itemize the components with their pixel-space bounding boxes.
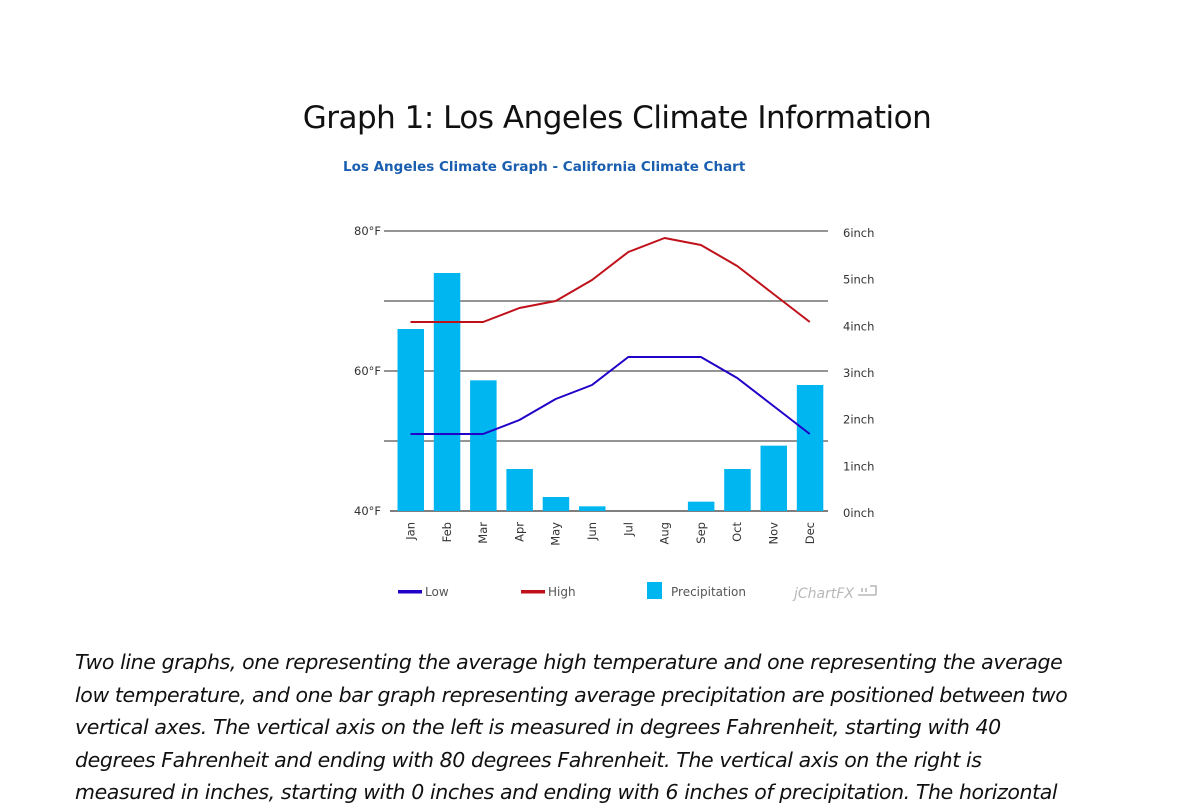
month-label: May	[549, 522, 563, 546]
x-axis: Jan Feb Mar Apr May Jun Jul Aug Sep Oct Nov Dec	[404, 522, 817, 546]
right-axis-tick-label: 6inch	[843, 226, 874, 240]
jchartfx-logo-text: jChartFX	[792, 586, 854, 602]
left-axis: 40°F 60°F 80°F	[354, 224, 381, 518]
legend-label: Precipitation	[671, 585, 746, 599]
precipitation-bar	[506, 469, 533, 511]
temperature-lines	[410, 237, 811, 435]
description-line: measured in inches, starting with 0 inch…	[75, 780, 1058, 804]
month-label: Sep	[694, 522, 708, 544]
jchartfx-logo-icon	[858, 585, 877, 596]
month-label: Feb	[440, 522, 454, 542]
chart-title: Los Angeles Climate Graph - California C…	[343, 159, 746, 175]
description-line: degrees Fahrenheit and ending with 80 de…	[75, 747, 982, 772]
right-axis-tick-label: 0inch	[843, 506, 874, 520]
precipitation-bar	[470, 380, 497, 511]
document-heading: Graph 1: Los Angeles Climate Information	[302, 100, 932, 136]
month-label: Jun	[585, 522, 599, 541]
legend-swatch-high	[521, 590, 545, 594]
legend-label: Low	[425, 585, 449, 599]
legend-swatch-precipitation	[647, 582, 662, 599]
month-label: Jul	[621, 522, 635, 537]
month-label: Apr	[512, 522, 526, 542]
left-axis-tick-label: 60°F	[354, 364, 381, 378]
precipitation-bar	[397, 329, 424, 511]
legend: Low High Precipitation	[398, 582, 746, 599]
low-temperature-line	[410, 356, 811, 435]
precipitation-bars	[397, 273, 824, 511]
precipitation-bar	[687, 501, 715, 511]
month-label: Oct	[730, 522, 744, 542]
precipitation-bar	[542, 497, 570, 511]
right-axis-tick-label: 5inch	[843, 273, 874, 287]
month-label: Aug	[658, 522, 672, 544]
description-line: low temperature, and one bar graph repre…	[75, 682, 1068, 707]
jchartfx-watermark: jChartFX	[792, 585, 877, 602]
left-axis-tick-label: 80°F	[354, 224, 381, 238]
high-temperature-line	[410, 237, 811, 323]
description-line: vertical axes. The vertical axis on the …	[75, 715, 1001, 739]
legend-swatch-low	[398, 590, 422, 594]
precipitation-bar	[760, 445, 787, 511]
right-axis-tick-label: 1inch	[843, 459, 874, 473]
right-axis-tick-label: 4inch	[843, 319, 874, 333]
right-axis-tick-label: 3inch	[843, 366, 874, 380]
description-line: Two line graphs, one representing the av…	[75, 650, 1063, 674]
left-axis-tick-label: 40°F	[354, 504, 381, 518]
chart-description: Two line graphs, one representing the av…	[75, 646, 1175, 809]
legend-label: High	[548, 585, 576, 599]
right-axis: 0inch 1inch 2inch 3inch 4inch 5inch 6inch	[843, 226, 874, 520]
month-label: Dec	[803, 522, 817, 544]
month-label: Jan	[404, 522, 418, 541]
climate-chart: 40°F 60°F 80°F 0inch 1inch 2inch 3inch 4inch 5i…	[354, 224, 877, 602]
right-axis-tick-label: 2inch	[843, 413, 874, 427]
precipitation-bar	[433, 273, 461, 511]
month-label: Mar	[476, 522, 490, 544]
precipitation-bar	[579, 506, 606, 511]
precipitation-bar	[796, 385, 824, 511]
precipitation-bar	[724, 469, 751, 511]
month-label: Nov	[767, 522, 781, 545]
